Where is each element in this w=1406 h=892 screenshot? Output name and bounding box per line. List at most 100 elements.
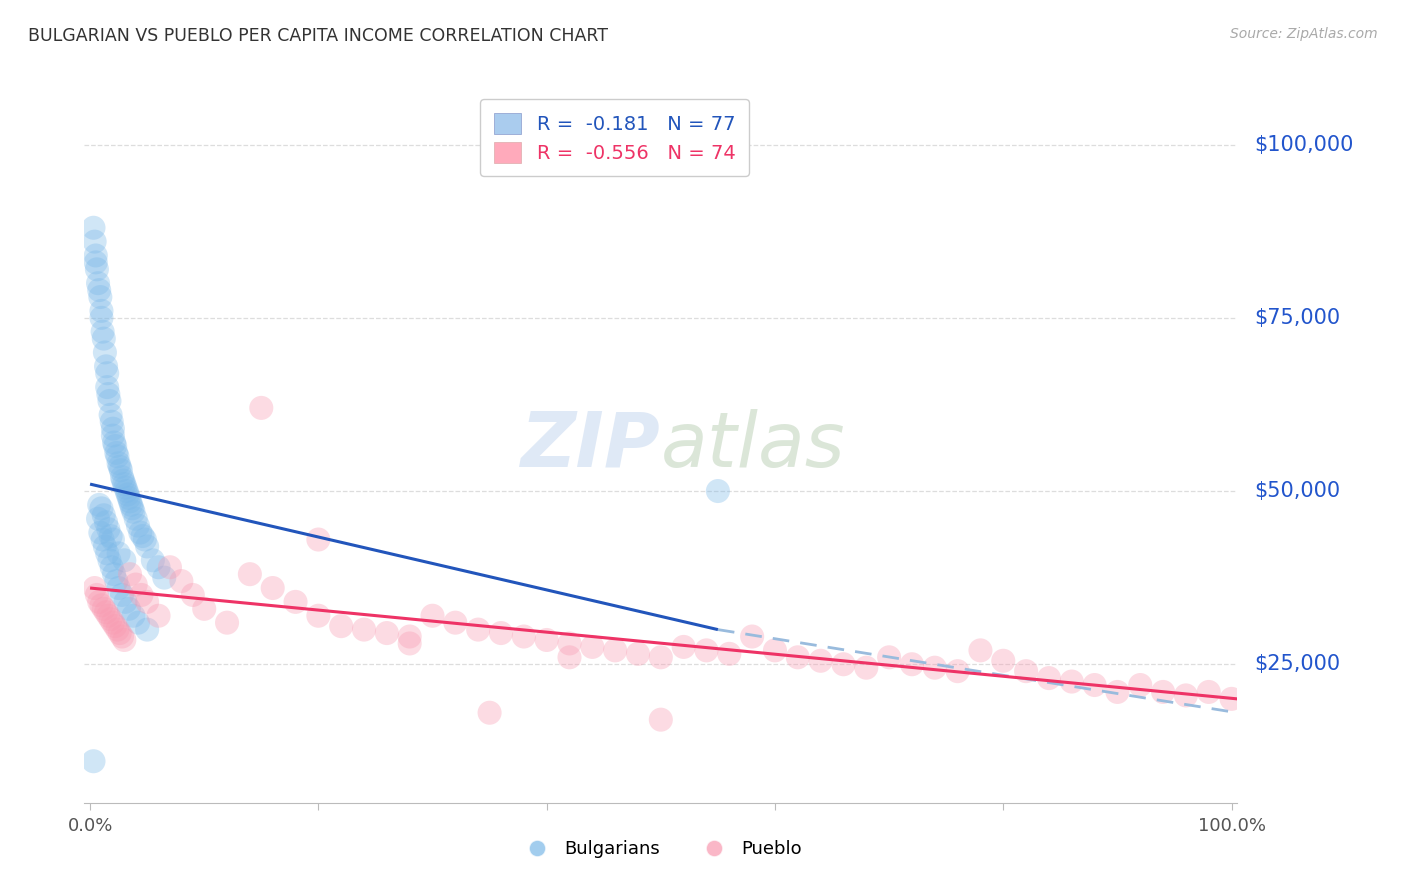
- Point: [672, 640, 695, 654]
- Point: [489, 626, 512, 640]
- Point: [107, 623, 129, 637]
- Text: $75,000: $75,000: [1254, 308, 1340, 328]
- Point: [104, 439, 127, 453]
- Point: [94, 515, 117, 529]
- Point: [108, 459, 131, 474]
- Point: [114, 481, 136, 495]
- Point: [718, 647, 741, 661]
- Point: [104, 619, 127, 633]
- Point: [86, 262, 108, 277]
- Point: [101, 422, 124, 436]
- Point: [581, 640, 603, 654]
- Point: [96, 366, 118, 380]
- Point: [239, 567, 262, 582]
- Point: [398, 636, 420, 650]
- Point: [87, 276, 110, 290]
- Point: [330, 619, 353, 633]
- Point: [122, 608, 145, 623]
- Point: [107, 581, 129, 595]
- Point: [924, 661, 946, 675]
- Point: [129, 525, 152, 540]
- Point: [650, 650, 672, 665]
- Point: [118, 491, 141, 505]
- Point: [707, 483, 730, 498]
- Point: [90, 599, 112, 613]
- Point: [101, 615, 124, 630]
- Point: [810, 654, 832, 668]
- Point: [181, 588, 204, 602]
- Point: [422, 608, 444, 623]
- Point: [605, 643, 627, 657]
- Point: [107, 456, 129, 470]
- Point: [115, 483, 138, 498]
- Point: [87, 512, 110, 526]
- Point: [946, 664, 969, 678]
- Point: [98, 553, 121, 567]
- Point: [558, 650, 581, 665]
- Point: [763, 643, 786, 657]
- Point: [120, 498, 142, 512]
- Point: [1060, 674, 1083, 689]
- Point: [148, 560, 170, 574]
- Point: [94, 359, 117, 374]
- Point: [105, 574, 128, 588]
- Point: [558, 636, 581, 650]
- Point: [136, 540, 159, 554]
- Text: $50,000: $50,000: [1254, 481, 1340, 501]
- Point: [148, 608, 170, 623]
- Legend: Bulgarians, Pueblo: Bulgarians, Pueblo: [512, 833, 810, 865]
- Point: [969, 643, 991, 657]
- Point: [82, 754, 104, 768]
- Point: [1107, 685, 1129, 699]
- Point: [111, 588, 134, 602]
- Point: [467, 623, 489, 637]
- Point: [1038, 671, 1060, 685]
- Point: [94, 540, 117, 554]
- Text: $25,000: $25,000: [1254, 654, 1340, 674]
- Point: [136, 595, 159, 609]
- Point: [353, 623, 375, 637]
- Point: [786, 650, 808, 665]
- Point: [101, 428, 124, 442]
- Point: [89, 283, 111, 297]
- Point: [650, 713, 672, 727]
- Point: [93, 602, 115, 616]
- Point: [117, 487, 139, 501]
- Point: [97, 522, 120, 536]
- Point: [134, 533, 156, 547]
- Point: [513, 630, 536, 644]
- Point: [118, 567, 141, 582]
- Point: [111, 470, 134, 484]
- Point: [478, 706, 501, 720]
- Point: [100, 612, 122, 626]
- Point: [1198, 685, 1220, 699]
- Point: [82, 220, 104, 235]
- Point: [91, 533, 114, 547]
- Point: [1220, 691, 1243, 706]
- Point: [741, 630, 763, 644]
- Point: [83, 235, 105, 249]
- Point: [536, 632, 558, 647]
- Point: [127, 518, 149, 533]
- Point: [127, 615, 149, 630]
- Point: [877, 650, 900, 665]
- Point: [215, 615, 238, 630]
- Point: [90, 310, 112, 325]
- Point: [90, 304, 112, 318]
- Point: [159, 560, 181, 574]
- Point: [84, 248, 107, 262]
- Point: [284, 595, 307, 609]
- Point: [118, 602, 141, 616]
- Point: [107, 546, 129, 560]
- Point: [98, 394, 121, 409]
- Point: [142, 553, 165, 567]
- Point: [97, 608, 120, 623]
- Point: [136, 623, 159, 637]
- Point: [112, 477, 135, 491]
- Point: [307, 533, 329, 547]
- Point: [193, 602, 215, 616]
- Point: [86, 588, 108, 602]
- Point: [110, 463, 132, 477]
- Point: [112, 474, 135, 488]
- Point: [94, 345, 117, 359]
